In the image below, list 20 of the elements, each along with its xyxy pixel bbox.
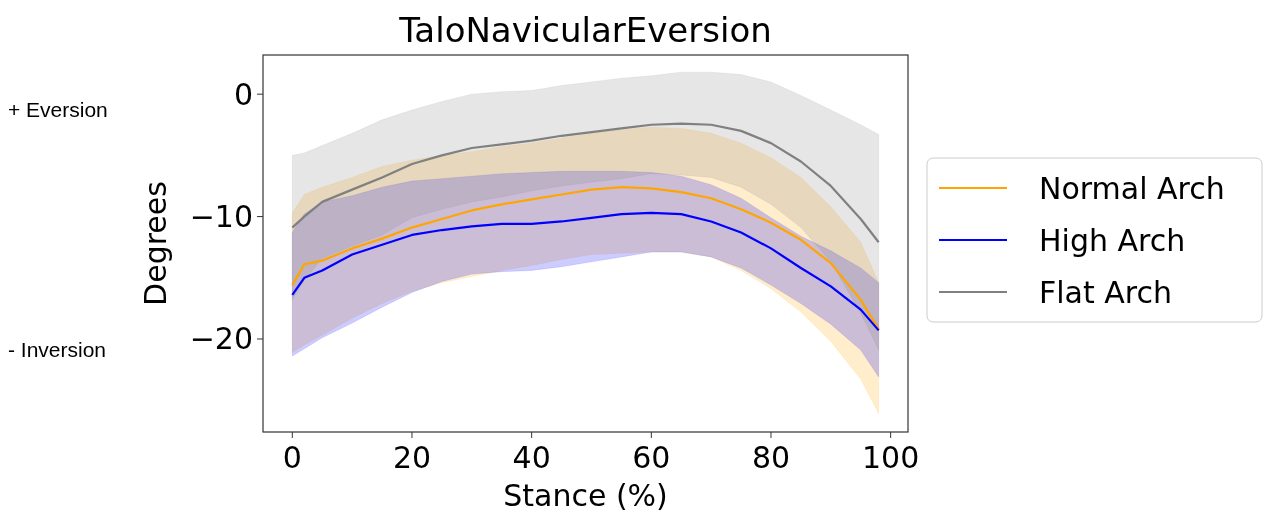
x-tick-label: 60 [632,440,671,475]
text: - Inversion [8,338,107,361]
legend-label: Flat Arch [1039,274,1172,310]
x-tick-label: 20 [392,440,432,475]
y-tick-label: −10 [189,199,253,235]
line-series [291,122,880,244]
legend-label: Normal Arch [1039,170,1225,206]
x-tick-label: 80 [751,440,791,475]
y-tick-label: 0 [233,76,253,112]
y-axis-title: Degrees [138,181,173,306]
x-tick-label: 0 [282,440,302,475]
text: + Eversion [8,98,108,121]
line-series [291,211,880,332]
line-series [291,186,880,331]
legend-label: High Arch [1039,222,1186,258]
y-tick-label: −20 [189,321,253,357]
x-axis-title: Stance (%) [503,478,668,513]
x-tick-label: 40 [512,440,551,475]
x-tick-label: 100 [862,440,920,475]
chart-title: TaloNavicularEversion [398,10,772,50]
